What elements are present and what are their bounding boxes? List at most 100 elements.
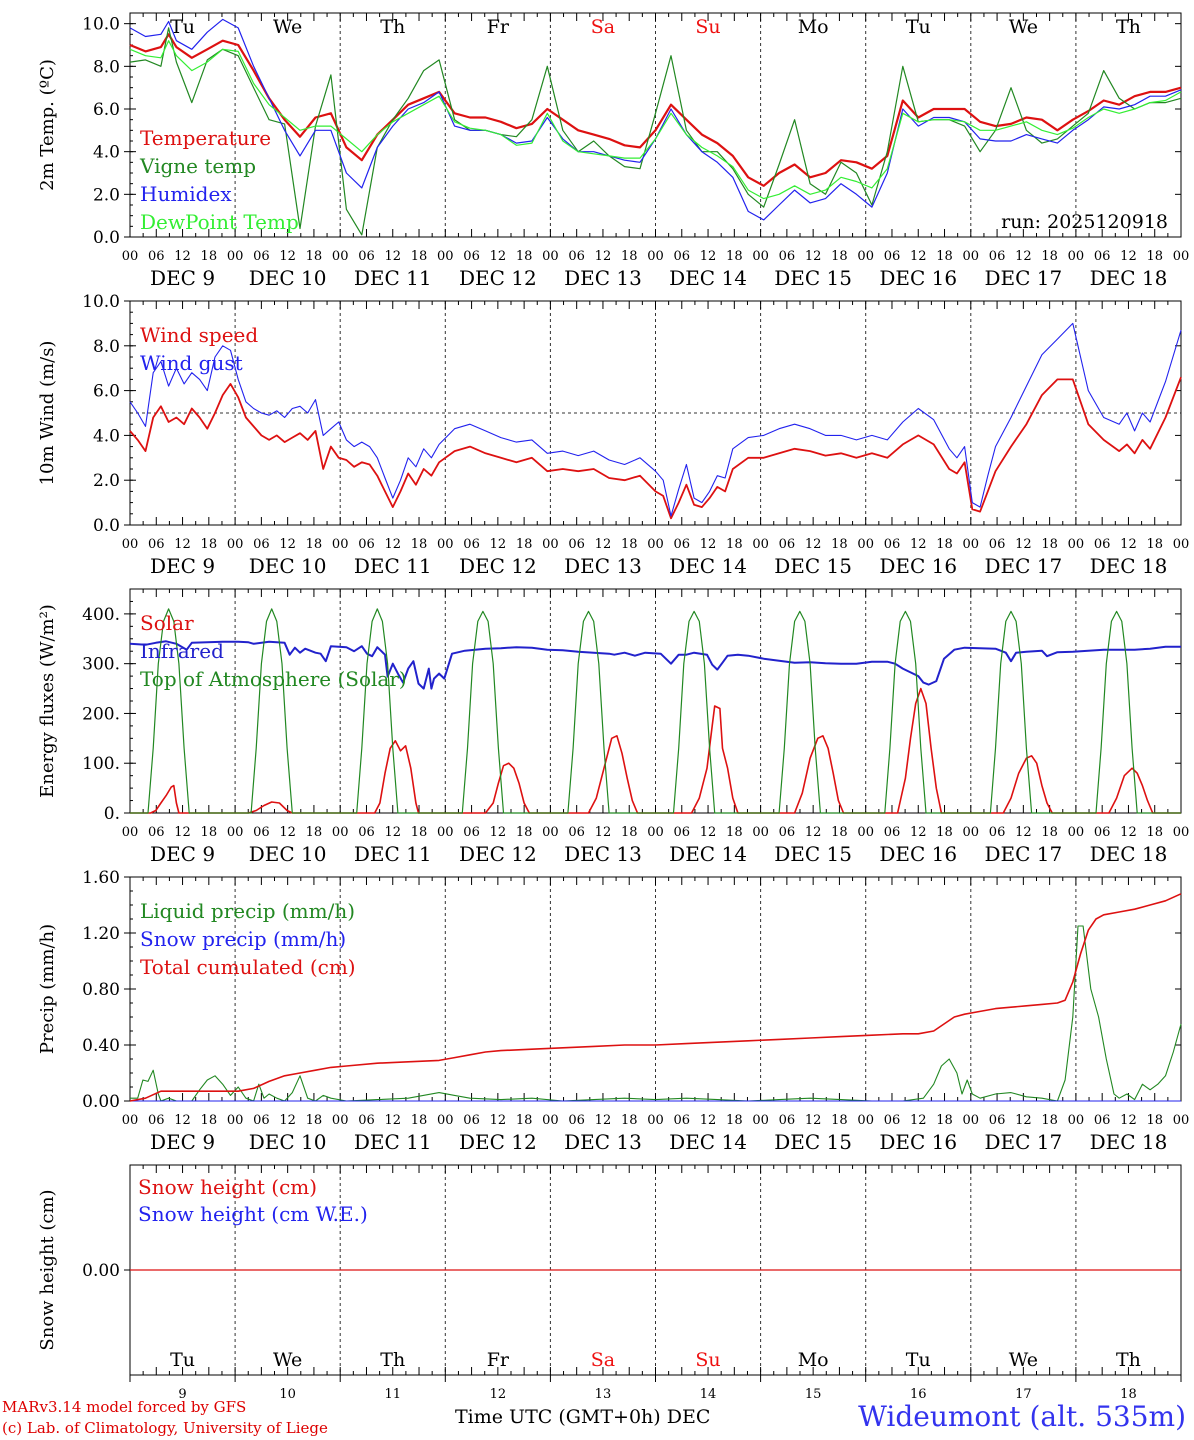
hour-tick-label: 06 [148, 825, 165, 840]
hour-tick-label: 00 [857, 537, 874, 552]
hour-tick-label: 12 [279, 825, 296, 840]
hour-tick-label: 06 [989, 537, 1006, 552]
y-tick-label: 100. [82, 754, 120, 774]
hour-tick-label: 00 [857, 1113, 874, 1128]
hour-tick-label: 12 [490, 249, 507, 264]
hour-tick-label: 18 [621, 1113, 638, 1128]
legend-entry: Snow height (cm W.E.) [138, 1202, 368, 1226]
hour-tick-label: 00 [752, 825, 769, 840]
hour-tick-label: 00 [437, 1113, 454, 1128]
y-tick-label: 400. [82, 605, 120, 625]
hour-tick-label: 00 [542, 1113, 559, 1128]
hour-tick-label: 18 [1041, 825, 1058, 840]
date-label: DEC 13 [564, 266, 642, 290]
hour-tick-label: 12 [174, 825, 191, 840]
hour-tick-label: 12 [595, 1113, 612, 1128]
series-line-humidex [129, 18, 1182, 221]
weekday-label: Sa [591, 1349, 615, 1371]
hour-tick-label: 12 [384, 537, 401, 552]
hour-tick-label: 18 [621, 825, 638, 840]
hour-tick-label: 12 [490, 537, 507, 552]
hour-tick-label: 00 [227, 1113, 244, 1128]
legend-entry: Humidex [140, 182, 232, 206]
date-label: DEC 17 [984, 554, 1062, 578]
hour-tick-label: 12 [1120, 825, 1137, 840]
date-label: DEC 15 [774, 266, 852, 290]
series-line-liquid-precip-mm-h- [130, 925, 1182, 1102]
day-number-label: 10 [279, 1387, 296, 1402]
hour-tick-label: 06 [779, 825, 796, 840]
y-tick-label: 0.00 [82, 1261, 120, 1281]
date-label: DEC 14 [669, 266, 747, 290]
y-axis-label: Energy fluxes (W/m²) [37, 604, 58, 798]
weekday-label: Tu [906, 16, 931, 38]
hour-tick-label: 00 [332, 825, 349, 840]
date-label: DEC 13 [564, 554, 642, 578]
panel-1: 0.0 2.0 4.0 6.0 8.0 10.0 2m Temp. (ºC) Temperat… [37, 12, 1190, 290]
date-label: DEC 16 [879, 842, 957, 866]
hour-tick-label: 12 [1015, 537, 1032, 552]
hour-tick-label: 18 [516, 825, 533, 840]
hour-tick-label: 18 [726, 1113, 743, 1128]
weekday-label: We [1009, 16, 1038, 38]
hour-tick-label: 00 [963, 1113, 980, 1128]
date-label: DEC 13 [564, 1130, 642, 1154]
date-label: DEC 14 [669, 1130, 747, 1154]
y-tick-label: 2.0 [93, 185, 120, 205]
date-label: DEC 9 [150, 266, 215, 290]
hour-tick-label: 12 [1120, 537, 1137, 552]
hour-tick-label: 18 [411, 825, 428, 840]
series-line-vigne-temp [129, 27, 1182, 236]
hour-tick-label: 12 [700, 537, 717, 552]
hour-tick-label: 18 [516, 1113, 533, 1128]
date-label: DEC 15 [774, 554, 852, 578]
hour-tick-label: 00 [963, 249, 980, 264]
y-tick-label: 300. [82, 655, 120, 675]
hour-tick-label: 00 [752, 249, 769, 264]
hour-tick-label: 12 [700, 1113, 717, 1128]
hour-tick-label: 00 [752, 1113, 769, 1128]
hour-tick-label: 00 [1173, 537, 1190, 552]
date-label: DEC 14 [669, 842, 747, 866]
hour-tick-label: 00 [122, 1113, 139, 1128]
hour-tick-label: 06 [674, 249, 691, 264]
hour-tick-label: 18 [1041, 537, 1058, 552]
hour-tick-label: 00 [647, 1113, 664, 1128]
y-axis-label: Snow height (cm) [37, 1189, 58, 1350]
hour-tick-label: 18 [831, 1113, 848, 1128]
hour-tick-label: 00 [1068, 1113, 1085, 1128]
hour-tick-label: 18 [1041, 1113, 1058, 1128]
hour-tick-label: 06 [463, 1113, 480, 1128]
date-label: DEC 10 [249, 554, 327, 578]
hour-tick-label: 06 [253, 249, 270, 264]
date-label: DEC 12 [459, 554, 537, 578]
hour-tick-label: 18 [1146, 825, 1163, 840]
hour-tick-label: 18 [621, 249, 638, 264]
model-credit: MARv3.14 model forced by GFS [2, 1398, 247, 1416]
hour-tick-label: 18 [201, 825, 218, 840]
hour-tick-label: 12 [910, 249, 927, 264]
day-number-label: 18 [1120, 1387, 1137, 1402]
hour-tick-label: 18 [726, 825, 743, 840]
hour-tick-label: 00 [122, 825, 139, 840]
hour-tick-label: 18 [201, 249, 218, 264]
hour-tick-label: 00 [963, 537, 980, 552]
weekday-label: Th [1116, 16, 1141, 38]
hour-tick-label: 12 [805, 825, 822, 840]
hour-tick-label: 00 [1173, 249, 1190, 264]
hour-tick-label: 18 [1041, 249, 1058, 264]
date-label: DEC 17 [984, 266, 1062, 290]
hour-tick-label: 00 [647, 825, 664, 840]
hour-tick-label: 18 [936, 825, 953, 840]
y-tick-label: 1.20 [82, 924, 120, 944]
weekday-label: We [273, 16, 302, 38]
hour-tick-label: 06 [989, 825, 1006, 840]
hour-tick-label: 06 [253, 1113, 270, 1128]
hour-tick-label: 12 [384, 825, 401, 840]
hour-tick-label: 00 [963, 825, 980, 840]
hour-tick-label: 06 [568, 249, 585, 264]
date-label: DEC 10 [249, 842, 327, 866]
date-label: DEC 10 [249, 1130, 327, 1154]
hour-tick-label: 00 [857, 249, 874, 264]
hour-tick-label: 06 [1094, 537, 1111, 552]
